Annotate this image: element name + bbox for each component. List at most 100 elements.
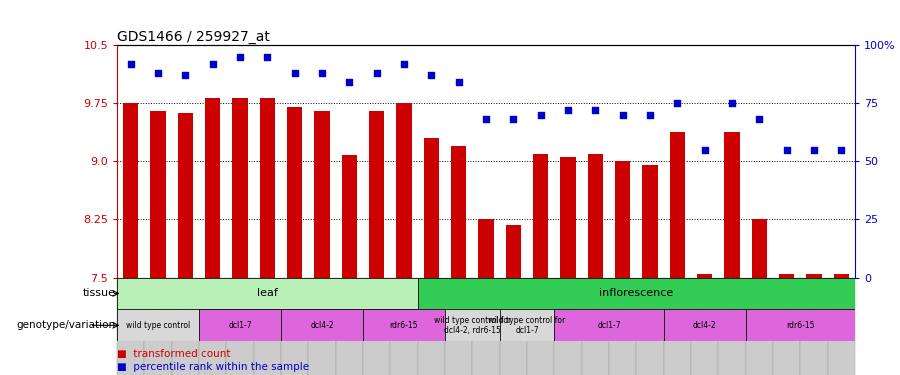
Text: leaf: leaf <box>256 288 278 298</box>
Bar <box>643 165 658 278</box>
Text: rdr6-15: rdr6-15 <box>390 321 418 330</box>
Bar <box>670 132 685 278</box>
Bar <box>500 278 527 375</box>
Point <box>724 100 739 106</box>
Point <box>834 147 849 153</box>
Point <box>424 72 438 78</box>
Bar <box>479 219 493 278</box>
Point <box>588 107 602 113</box>
Bar <box>287 107 302 278</box>
Bar <box>232 98 248 278</box>
Bar <box>779 274 794 278</box>
Bar <box>123 103 139 278</box>
Point <box>287 70 302 76</box>
Bar <box>254 278 281 375</box>
Bar <box>314 111 329 278</box>
Bar <box>724 132 740 278</box>
Bar <box>424 138 439 278</box>
Bar <box>117 309 199 341</box>
Point <box>779 147 794 153</box>
Text: dcl1-7: dcl1-7 <box>229 321 252 330</box>
Point <box>178 72 193 78</box>
Text: wild type control for
dcl4-2, rdr6-15: wild type control for dcl4-2, rdr6-15 <box>434 316 511 335</box>
Bar <box>445 278 473 375</box>
Bar <box>205 98 220 278</box>
Point <box>806 147 821 153</box>
Bar <box>150 111 166 278</box>
Point <box>616 112 630 118</box>
Bar <box>472 278 500 375</box>
Point <box>752 116 767 122</box>
Bar <box>418 278 855 309</box>
Bar <box>336 278 363 375</box>
Bar <box>527 278 554 375</box>
Bar <box>369 111 384 278</box>
Bar <box>342 155 356 278</box>
Bar <box>806 274 822 278</box>
Bar <box>500 309 554 341</box>
Bar <box>260 98 274 278</box>
Point <box>452 79 466 85</box>
Bar <box>588 153 603 278</box>
Text: inflorescence: inflorescence <box>599 288 673 298</box>
Bar <box>309 278 336 375</box>
Bar <box>199 309 281 341</box>
Point <box>370 70 384 76</box>
Bar <box>418 278 445 375</box>
Bar <box>397 103 411 278</box>
Bar <box>616 161 630 278</box>
Text: wild type control for
dcl1-7: wild type control for dcl1-7 <box>489 316 565 335</box>
Bar <box>226 278 254 375</box>
Bar <box>199 278 226 375</box>
Point <box>643 112 657 118</box>
Bar <box>144 278 172 375</box>
Bar <box>828 278 855 375</box>
Bar <box>581 278 609 375</box>
Bar <box>773 278 800 375</box>
Text: dcl4-2: dcl4-2 <box>310 321 334 330</box>
Bar <box>117 278 144 375</box>
Point <box>342 79 356 85</box>
Bar <box>281 278 309 375</box>
Bar <box>718 278 746 375</box>
Point <box>506 116 520 122</box>
Bar <box>363 278 391 375</box>
Point <box>315 70 329 76</box>
Text: wild type control: wild type control <box>126 321 190 330</box>
Point <box>151 70 166 76</box>
Bar <box>554 309 663 341</box>
Point <box>233 54 248 60</box>
Bar <box>833 274 849 278</box>
Point <box>260 54 274 60</box>
Bar <box>752 219 767 278</box>
Bar <box>451 146 466 278</box>
Text: dcl1-7: dcl1-7 <box>598 321 621 330</box>
Bar <box>636 278 663 375</box>
Point <box>205 61 220 67</box>
Text: ■  transformed count: ■ transformed count <box>117 350 230 359</box>
Bar <box>281 309 363 341</box>
Bar <box>663 278 691 375</box>
Bar <box>800 278 828 375</box>
Bar <box>746 278 773 375</box>
Bar <box>554 278 581 375</box>
Point <box>123 61 138 67</box>
Text: GDS1466 / 259927_at: GDS1466 / 259927_at <box>117 30 270 44</box>
Point <box>479 116 493 122</box>
Text: genotype/variation: genotype/variation <box>16 320 115 330</box>
Bar <box>117 278 418 309</box>
Bar <box>506 225 521 278</box>
Text: tissue: tissue <box>83 288 115 298</box>
Bar <box>609 278 636 375</box>
Point <box>397 61 411 67</box>
Bar <box>533 153 548 278</box>
Point <box>670 100 685 106</box>
Bar <box>691 278 718 375</box>
Text: rdr6-15: rdr6-15 <box>786 321 815 330</box>
Text: dcl4-2: dcl4-2 <box>693 321 716 330</box>
Bar <box>746 309 855 341</box>
Bar <box>172 278 199 375</box>
Bar <box>663 309 746 341</box>
Bar <box>561 158 575 278</box>
Point <box>561 107 575 113</box>
